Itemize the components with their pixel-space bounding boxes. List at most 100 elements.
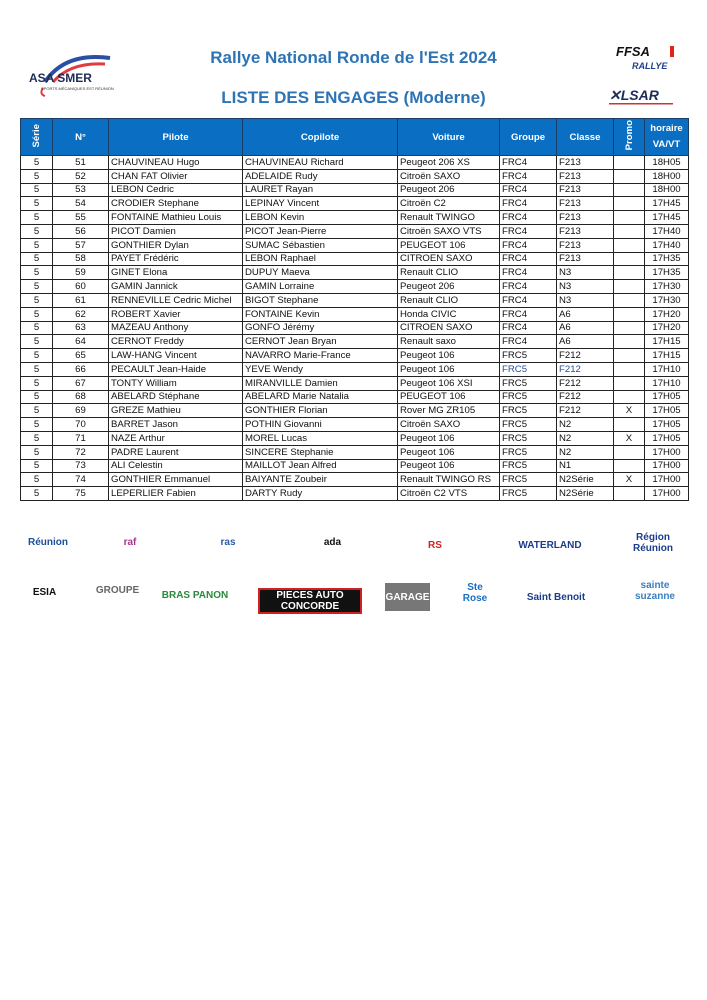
cell-promo: X [613, 430, 645, 446]
cell-numero: 63 [52, 320, 109, 336]
cell-numero: 58 [52, 251, 109, 267]
column-header-label: Série [31, 123, 42, 148]
table-row: 5 59 GINET Elona DUPUY Maeva Renault CLIO FRC… [20, 265, 689, 281]
cell-promo [613, 458, 645, 474]
cell-voiture: CITROEN SAXO [397, 251, 500, 267]
table-row: 5 71 NAZE Arthur MOREL Lucas Peugeot 106 FRC5… [20, 430, 689, 446]
cell-pilote: FONTAINE Mathieu Louis [108, 210, 243, 225]
table-row: 5 73 ALI Celestin MAILLOT Jean Alfred Peugeo… [20, 458, 689, 474]
cell-voiture: Renault saxo [397, 334, 500, 350]
table-row: 5 67 TONTY William MIRANVILLE Damien Peugeot… [20, 375, 689, 391]
cell-serie: 5 [20, 168, 53, 184]
cell-horaire: 18H00 [644, 182, 689, 198]
svg-text:SPORTS MÉCANIQUES EST RÉUNION: SPORTS MÉCANIQUES EST RÉUNION [41, 86, 114, 91]
sponsor-logo: sainte suzanne [634, 579, 675, 602]
cell-numero: 67 [52, 375, 109, 391]
cell-copilote: MAILLOT Jean Alfred [242, 458, 398, 474]
cell-groupe: FRC5 [499, 348, 557, 363]
cell-numero: 75 [52, 486, 109, 501]
cell-classe: A6 [556, 306, 614, 322]
column-header-voiture: Voiture [397, 118, 500, 156]
cell-copilote: GONFO Jérémy [242, 320, 398, 336]
sponsor-logo: ada [323, 537, 342, 548]
sponsor-logo: PIECES AUTO CONCORDE [258, 588, 362, 614]
cell-numero: 59 [52, 265, 109, 281]
cell-classe: F213 [556, 251, 614, 267]
cell-voiture: PEUGEOT 106 [397, 389, 500, 405]
cell-horaire: 17H05 [644, 403, 689, 419]
column-header-groupe: Groupe [499, 118, 557, 156]
ffsa-logo: FFSA RALLYE [612, 44, 680, 72]
cell-pilote: CRODIER Stephane [108, 196, 243, 212]
cell-serie: 5 [20, 251, 53, 267]
cell-promo [613, 182, 645, 198]
column-header-horaire: horaire VA/VT [644, 118, 689, 156]
cell-groupe: FRC5 [499, 375, 557, 391]
table-row: 5 58 PAYET Frédéric LEBON Raphael CITROEN SA… [20, 251, 689, 267]
entries-table: Série N° Pilote Copilote Voiture Groupe Classe… [20, 118, 689, 501]
cell-numero: 60 [52, 279, 109, 294]
cell-numero: 53 [52, 182, 109, 198]
cell-copilote: BAIYANTE Zoubeir [242, 472, 398, 488]
cell-promo [613, 320, 645, 336]
cell-pilote: LEBON Cedric [108, 182, 243, 198]
cell-horaire: 17H10 [644, 375, 689, 391]
cell-horaire: 17H05 [644, 389, 689, 405]
cell-numero: 72 [52, 444, 109, 460]
cell-voiture: Peugeot 106 [397, 361, 500, 377]
table-row: 5 53 LEBON Cedric LAURET Rayan Peugeot 206 FR… [20, 182, 689, 198]
cell-classe: F213 [556, 182, 614, 198]
table-row: 5 72 PADRE Laurent SINCERE Stephanie Peugeot… [20, 444, 689, 460]
cell-classe: F213 [556, 210, 614, 225]
page-subtitle: LISTE DES ENGAGES (Moderne) [221, 88, 486, 107]
cell-pilote: RENNEVILLE Cedric Michel [108, 292, 243, 308]
cell-promo [613, 279, 645, 294]
cell-horaire: 17H45 [644, 210, 689, 225]
cell-classe: F213 [556, 237, 614, 253]
cell-horaire: 17H40 [644, 237, 689, 253]
sponsor-logo: GROUPE [95, 584, 140, 596]
cell-voiture: Citroën SAXO VTS [397, 223, 500, 239]
cell-serie: 5 [20, 361, 53, 377]
cell-serie: 5 [20, 486, 53, 501]
cell-voiture: Peugeot 106 [397, 430, 500, 446]
cell-horaire: 17H35 [644, 251, 689, 267]
sponsor-logo: RS [428, 539, 442, 551]
table-row: 5 70 BARRET Jason POTHIN Giovanni Citroën SA… [20, 417, 689, 432]
cell-promo [613, 292, 645, 308]
cell-horaire: 17H20 [644, 320, 689, 336]
cell-serie: 5 [20, 237, 53, 253]
column-header-copilote: Copilote [242, 118, 398, 156]
cell-groupe: FRC4 [499, 334, 557, 350]
cell-groupe: FRC4 [499, 196, 557, 212]
cell-serie: 5 [20, 223, 53, 239]
cell-pilote: LAW-HANG Vincent [108, 348, 243, 363]
table-row: 5 74 GONTHIER Emmanuel BAIYANTE Zoubeir Rena… [20, 472, 689, 488]
cell-serie: 5 [20, 389, 53, 405]
table-row: 5 62 ROBERT Xavier FONTAINE Kevin Honda CIVI… [20, 306, 689, 322]
cell-copilote: LEBON Kevin [242, 210, 398, 225]
cell-serie: 5 [20, 444, 53, 460]
cell-horaire: 17H45 [644, 196, 689, 212]
cell-classe: N2Série [556, 472, 614, 488]
cell-numero: 56 [52, 223, 109, 239]
cell-groupe: FRC5 [499, 361, 557, 377]
cell-horaire: 17H40 [644, 223, 689, 239]
cell-copilote: MIRANVILLE Damien [242, 375, 398, 391]
table-row: 5 64 CERNOT Freddy CERNOT Jean Bryan Renault… [20, 334, 689, 350]
cell-serie: 5 [20, 348, 53, 363]
cell-serie: 5 [20, 279, 53, 294]
cell-serie: 5 [20, 196, 53, 212]
cell-voiture: Citroën SAXO [397, 168, 500, 184]
table-row: 5 63 MAZEAU Anthony GONFO Jérémy CITROEN SAX… [20, 320, 689, 336]
cell-classe: N1 [556, 458, 614, 474]
cell-numero: 57 [52, 237, 109, 253]
svg-text:RALLYE: RALLYE [632, 61, 668, 71]
table-row: 5 60 GAMIN Jannick GAMIN Lorraine Peugeot 20… [20, 279, 689, 294]
cell-promo: X [613, 403, 645, 419]
cell-horaire: 17H15 [644, 348, 689, 363]
sponsor-logo: raf [123, 537, 137, 548]
table-row: 5 57 GONTHIER Dylan SUMAC Sébastien PEUGEOT … [20, 237, 689, 253]
cell-classe: N2 [556, 444, 614, 460]
cell-serie: 5 [20, 292, 53, 308]
